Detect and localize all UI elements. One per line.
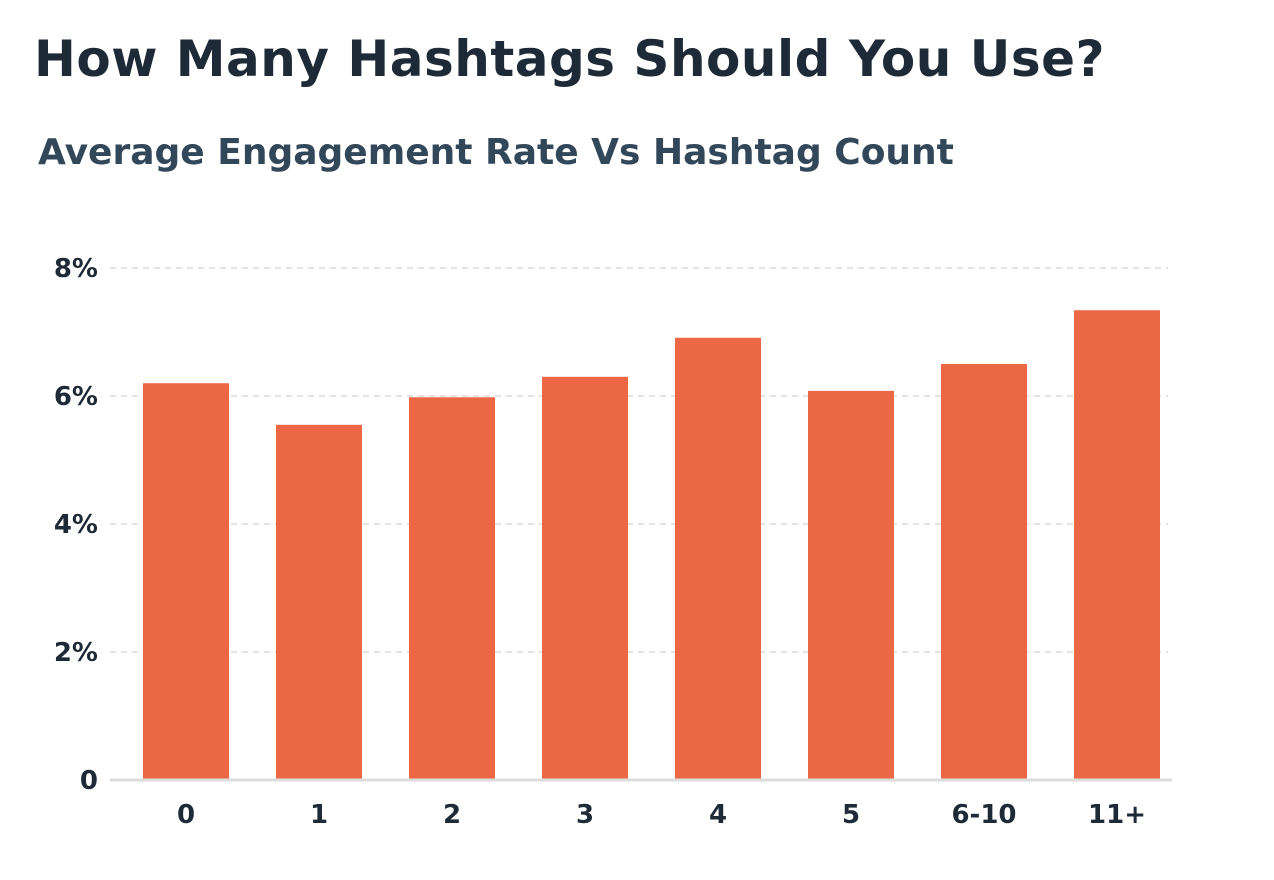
x-tick-label: 2 [443,800,461,830]
y-tick-label: 2% [54,638,98,668]
x-tick-label: 1 [310,800,328,830]
bar [542,376,628,780]
x-tick-label: 0 [177,800,195,830]
bar [1074,310,1160,780]
bar [143,383,229,780]
bar [276,424,362,780]
x-tick-label: 11+ [1088,800,1146,830]
y-tick-label: 6% [54,382,98,412]
y-tick-label: 8% [54,254,98,284]
bar [409,397,495,780]
x-tick-label: 5 [842,800,860,830]
x-tick-label: 4 [709,800,727,830]
x-tick-label: 3 [576,800,594,830]
y-tick-label: 0 [80,766,98,796]
x-tick-label: 6-10 [951,800,1016,830]
y-tick-label: 4% [54,510,98,540]
bar [808,390,894,780]
chart-subtitle: Average Engagement Rate Vs Hashtag Count [38,132,954,173]
bar [941,364,1027,780]
bar [675,337,761,780]
chart-title: How Many Hashtags Should You Use? [34,30,1106,88]
